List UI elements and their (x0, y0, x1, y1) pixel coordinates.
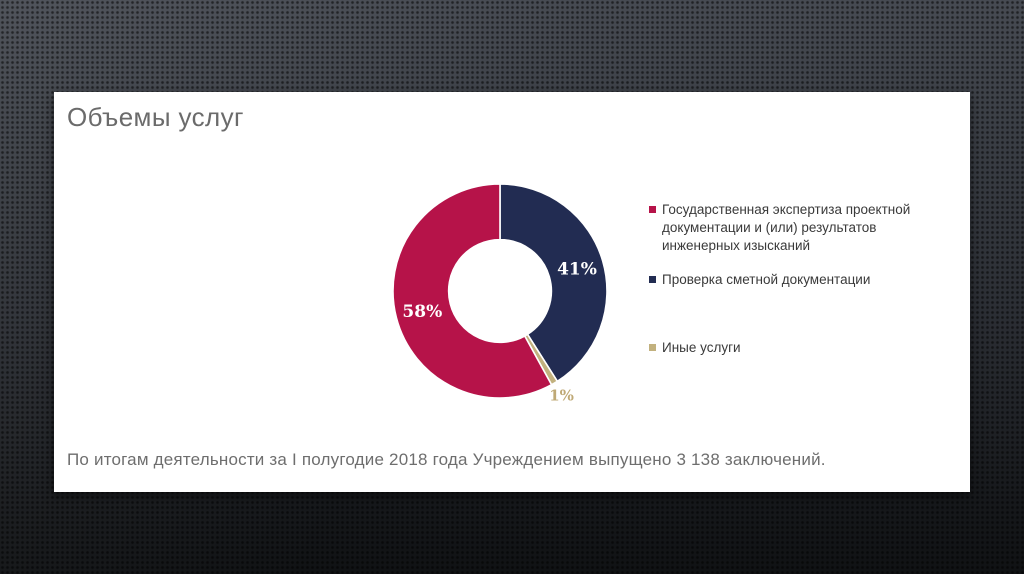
donut-chart-container: 41% 1% 58% (370, 161, 630, 421)
legend-swatch (649, 276, 656, 283)
legend-item: Государственная экспертиза проектной док… (649, 201, 939, 255)
slide: Объемы услуг 41% 1% 58% Государственная эк… (54, 92, 970, 492)
pie-slice (499, 183, 608, 383)
pie-slice (392, 183, 553, 399)
legend-label: Государственная экспертиза проектной док… (662, 202, 911, 253)
donut-chart: 41% 1% 58% (392, 183, 608, 404)
legend-label: Иные услуги (662, 340, 741, 355)
legend-item: Проверка сметной документации (649, 271, 870, 289)
slice-percent-label: 58% (402, 302, 442, 322)
slide-caption: По итогам деятельности за I полугодие 20… (67, 450, 826, 469)
legend-item: Иные услуги (649, 339, 741, 357)
slice-percent-label: 41% (557, 260, 597, 280)
slide-title: Объемы услуг (67, 102, 244, 132)
legend-swatch (649, 206, 656, 213)
legend-label: Проверка сметной документации (662, 272, 871, 287)
slice-percent-label: 1% (549, 386, 574, 404)
legend-swatch (649, 344, 656, 351)
